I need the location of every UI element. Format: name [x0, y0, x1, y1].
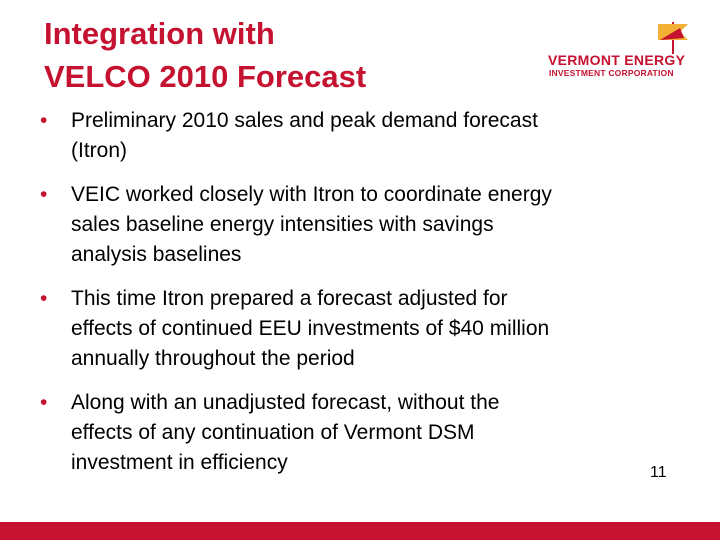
bullet-list: • Preliminary 2010 sales and peak demand … — [0, 106, 720, 492]
bullet-dot: • — [40, 287, 48, 310]
logo-name: VERMONT ENERGY — [548, 52, 686, 68]
bullet-text: (Itron) — [71, 139, 128, 162]
bullet-text: effects of continued EEU investments of … — [71, 317, 550, 340]
bullet-text: investment in efficiency — [71, 451, 288, 474]
bullet-text: analysis baselines — [71, 243, 242, 266]
logo: VERMONT ENERGY INVESTMENT CORPORATION — [548, 18, 693, 82]
logo-flag — [658, 22, 688, 54]
bullet-item: • Along with an unadjusted forecast, with… — [0, 388, 720, 478]
bullet-text: VEIC worked closely with Itron to coordi… — [71, 183, 552, 206]
bullet-text: Along with an unadjusted forecast, witho… — [71, 391, 500, 414]
bullet-item: • Preliminary 2010 sales and peak demand … — [0, 106, 720, 166]
slide-title: Integration with VELCO 2010 Forecast — [44, 12, 366, 98]
bullet-text: effects of any continuation of Vermont D… — [71, 421, 475, 444]
title-line: VELCO 2010 Forecast — [44, 59, 367, 94]
bullet-dot: • — [40, 183, 48, 206]
logo-subname: INVESTMENT CORPORATION — [549, 68, 674, 78]
page-number: 11 — [650, 464, 667, 481]
bullet-text: annually throughout the period — [71, 347, 355, 370]
bullet-text: This time Itron prepared a forecast adju… — [71, 287, 508, 310]
footer-bar — [0, 522, 720, 540]
title-line: Integration with — [44, 16, 275, 51]
bullet-item: • VEIC worked closely with Itron to coord… — [0, 180, 720, 270]
bullet-text: Preliminary 2010 sales and peak demand f… — [71, 109, 538, 132]
bullet-dot: • — [40, 109, 48, 132]
bullet-dot: • — [40, 391, 48, 414]
bullet-text: sales baseline energy intensities with s… — [71, 213, 494, 236]
bullet-item: • This time Itron prepared a forecast adj… — [0, 284, 720, 374]
